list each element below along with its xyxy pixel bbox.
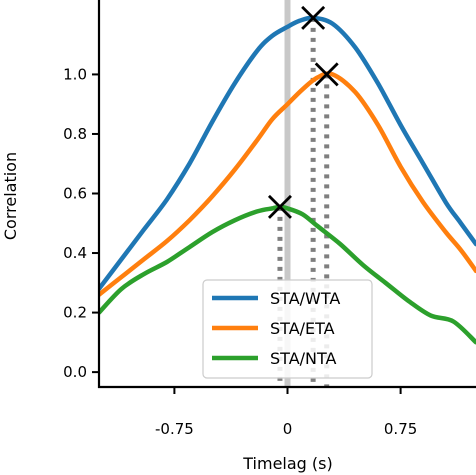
y-tick-label: 0.2 [63, 304, 87, 322]
peak-marker [314, 62, 339, 87]
series-line-sta-nta [99, 204, 476, 345]
legend-items: STA/WTA STA/ETA STA/NTA [212, 289, 340, 368]
legend-label: STA/NTA [270, 349, 337, 368]
legend-item: STA/WTA [212, 289, 340, 308]
y-tick-label: 0.0 [63, 363, 87, 381]
legend-label: STA/WTA [270, 289, 340, 308]
x-axis-label: Timelag (s) [242, 454, 332, 473]
peak-markers [267, 5, 339, 219]
x-tick-label: 0 [283, 420, 293, 438]
legend-item: STA/NTA [212, 349, 337, 368]
y-axis-label: Correlation [1, 152, 20, 240]
y-ticks: 0.0 0.2 0.4 0.6 0.8 1.0 [63, 65, 99, 381]
y-tick-label: 1.0 [63, 65, 87, 83]
series-line-sta-eta [99, 71, 476, 297]
x-tick-label: -0.75 [155, 420, 194, 438]
legend-box [202, 279, 373, 379]
peak-marker [301, 5, 326, 30]
y-tick-label: 0.4 [63, 244, 87, 262]
peak-marker [267, 194, 292, 219]
y-tick-label: 0.6 [63, 185, 87, 203]
legend-item: STA/ETA [212, 319, 335, 338]
axes: 0.0 0.2 0.4 0.6 0.8 1.0 -0.75 0 0.75 [63, 0, 476, 438]
legend-label: STA/ETA [270, 319, 335, 338]
x-ticks: -0.75 0 0.75 [155, 387, 417, 438]
series-lines [99, 15, 476, 345]
legend: STA/WTA STA/ETA STA/NTA [202, 279, 373, 379]
y-tick-label: 0.8 [63, 125, 87, 143]
series-line-sta-wta [99, 15, 476, 292]
x-tick-label: 0.75 [384, 420, 417, 438]
